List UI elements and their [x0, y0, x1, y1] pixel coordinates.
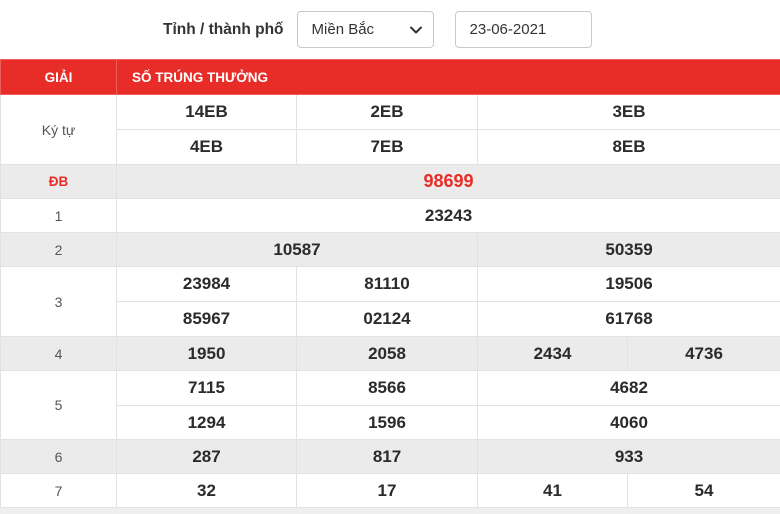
result-cell: 8EB — [476, 129, 780, 165]
result-cell: 81110 — [296, 266, 478, 302]
result-cell: 14EB — [116, 94, 297, 130]
table-row-kytu: Ký tự 14EB 2EB 3EB — [0, 94, 780, 165]
prize-label: Ký tự — [0, 94, 117, 165]
result-cell: 3EB — [476, 94, 780, 130]
table-row-4: 4 1950 2058 2434 4736 — [0, 336, 780, 371]
result-cell: 4682 — [476, 370, 780, 406]
prize-column-header: GIẢI — [0, 59, 117, 95]
result-cell: 8566 — [296, 370, 478, 406]
chevron-down-icon — [409, 26, 422, 33]
result-cell: 817 — [296, 439, 478, 474]
result-cell: 2434 — [477, 336, 628, 371]
result-cell: 10587 — [116, 232, 478, 267]
result-cell: 1294 — [116, 405, 297, 440]
result-cell: 7EB — [296, 129, 478, 165]
result-cell: 41 — [477, 473, 628, 508]
prize-label: 3 — [0, 266, 117, 337]
prize-label: 1 — [0, 198, 117, 233]
table-row-5-2: 1294 1596 4060 — [1, 405, 780, 440]
table-row-6: 6 287 817 933 — [0, 439, 780, 474]
result-cell: 54 — [626, 473, 780, 508]
result-cell: 2EB — [296, 94, 478, 130]
region-label: Tỉnh / thành phố — [163, 20, 284, 38]
result-cell: 23984 — [116, 266, 297, 302]
result-cell: 32 — [116, 473, 297, 508]
result-cell: 02124 — [296, 301, 478, 337]
result-cell: 4736 — [626, 336, 780, 371]
prize-label: 5 — [0, 370, 117, 440]
table-row-5: 5 7115 8566 4682 — [0, 370, 780, 440]
region-select-value: Miền Bắc — [311, 21, 375, 38]
result-cell: 933 — [476, 439, 780, 474]
table-row-2: 2 10587 50359 — [0, 232, 780, 267]
prize-label: 4 — [0, 336, 117, 371]
result-cell: 1950 — [116, 336, 297, 371]
table-header-row: GIẢI SỐ TRÚNG THƯỞNG — [0, 59, 780, 95]
results-table: GIẢI SỐ TRÚNG THƯỞNG Ký tự 14EB 2EB 3EB … — [0, 59, 780, 508]
table-row-kytu-2: 4EB 7EB 8EB — [1, 129, 780, 165]
date-input[interactable] — [454, 11, 592, 48]
table-row-3: 3 23984 81110 19506 — [0, 266, 780, 337]
result-cell: 287 — [116, 439, 297, 474]
result-cell: 85967 — [116, 301, 297, 337]
result-cell: 61768 — [476, 301, 780, 337]
result-cell: 50359 — [476, 232, 780, 267]
prize-label: 2 — [0, 232, 117, 267]
table-row-db: ĐB 98699 — [0, 164, 780, 199]
result-cell: 7115 — [116, 370, 297, 406]
result-cell: 4060 — [476, 405, 780, 440]
numbers-column-header: SỐ TRÚNG THƯỞNG — [115, 59, 780, 95]
table-row-3-2: 85967 02124 61768 — [1, 301, 780, 337]
region-select[interactable]: Miền Bắc — [296, 11, 434, 48]
filter-bar: Tỉnh / thành phố Miền Bắc — [0, 0, 780, 59]
prize-label: ĐB — [0, 164, 117, 199]
prize-label: 7 — [0, 473, 117, 508]
result-cell: 2058 — [296, 336, 478, 371]
prize-label: 6 — [0, 439, 117, 474]
result-cell: 1596 — [296, 405, 478, 440]
table-row-7: 7 32 17 41 54 — [0, 473, 780, 508]
result-cell: 19506 — [476, 266, 780, 302]
result-cell: 17 — [296, 473, 478, 508]
result-cell-special: 98699 — [115, 164, 780, 199]
result-cell: 4EB — [116, 129, 297, 165]
table-row-1: 1 23243 — [0, 198, 780, 233]
result-cell: 23243 — [115, 198, 780, 233]
